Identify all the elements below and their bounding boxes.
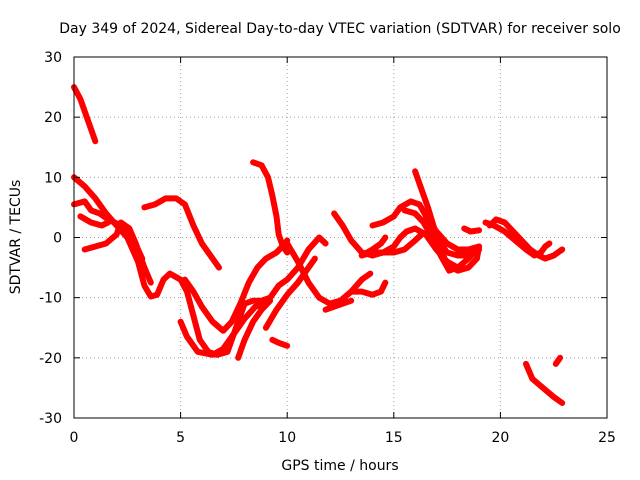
series-layer [71,84,566,406]
y-axis-ticks: -30 -20 -10 0 10 20 30 [39,50,607,427]
series-arc-13 [284,240,374,307]
x-axis-label: GPS time / hours [281,458,398,474]
series-arc-4 [81,219,154,286]
series-arc-20 [369,198,483,259]
series-arc-22 [401,207,480,274]
y-axis-label: SDTVAR / TECUs [8,180,24,295]
series-arc-24 [461,225,483,235]
chart-title: Day 349 of 2024, Sidereal Day-to-day VTE… [59,21,621,37]
y-tick-label: 10 [44,170,62,186]
series-arc-14 [322,297,355,313]
x-tick-label: 25 [598,430,616,446]
x-tick-label: 15 [385,430,403,446]
series-arc-7 [177,300,269,358]
series-arc-9 [250,159,291,256]
y-tick-label: -10 [39,291,62,307]
series-arc-12 [262,255,318,331]
y-tick-label: -30 [39,411,62,427]
series-arc-16 [348,279,389,298]
y-tick-label: -20 [39,351,62,367]
series-arc-6 [141,195,222,271]
x-tick-label: 10 [278,430,296,446]
y-tick-label: 30 [44,50,62,66]
series-arc-10 [235,297,274,361]
series-arc-25 [486,216,566,262]
x-tick-label: 5 [176,430,185,446]
series-arc-8 [181,237,291,334]
series-arc-1 [71,84,99,145]
x-axis-ticks: 0 5 10 15 20 25 [70,57,616,446]
series-arc-27 [523,360,566,406]
series-arc-2 [71,174,329,358]
series-arc-19 [358,234,389,259]
y-tick-label: 0 [53,231,62,247]
series-arc-5 [77,213,112,229]
series-arc-28 [552,354,564,367]
series-arc-26 [482,219,553,259]
series-arc-11 [269,336,291,349]
x-tick-label: 0 [70,430,79,446]
series-arc-23 [422,213,483,253]
y-tick-label: 20 [44,110,62,126]
x-tick-label: 20 [491,430,509,446]
